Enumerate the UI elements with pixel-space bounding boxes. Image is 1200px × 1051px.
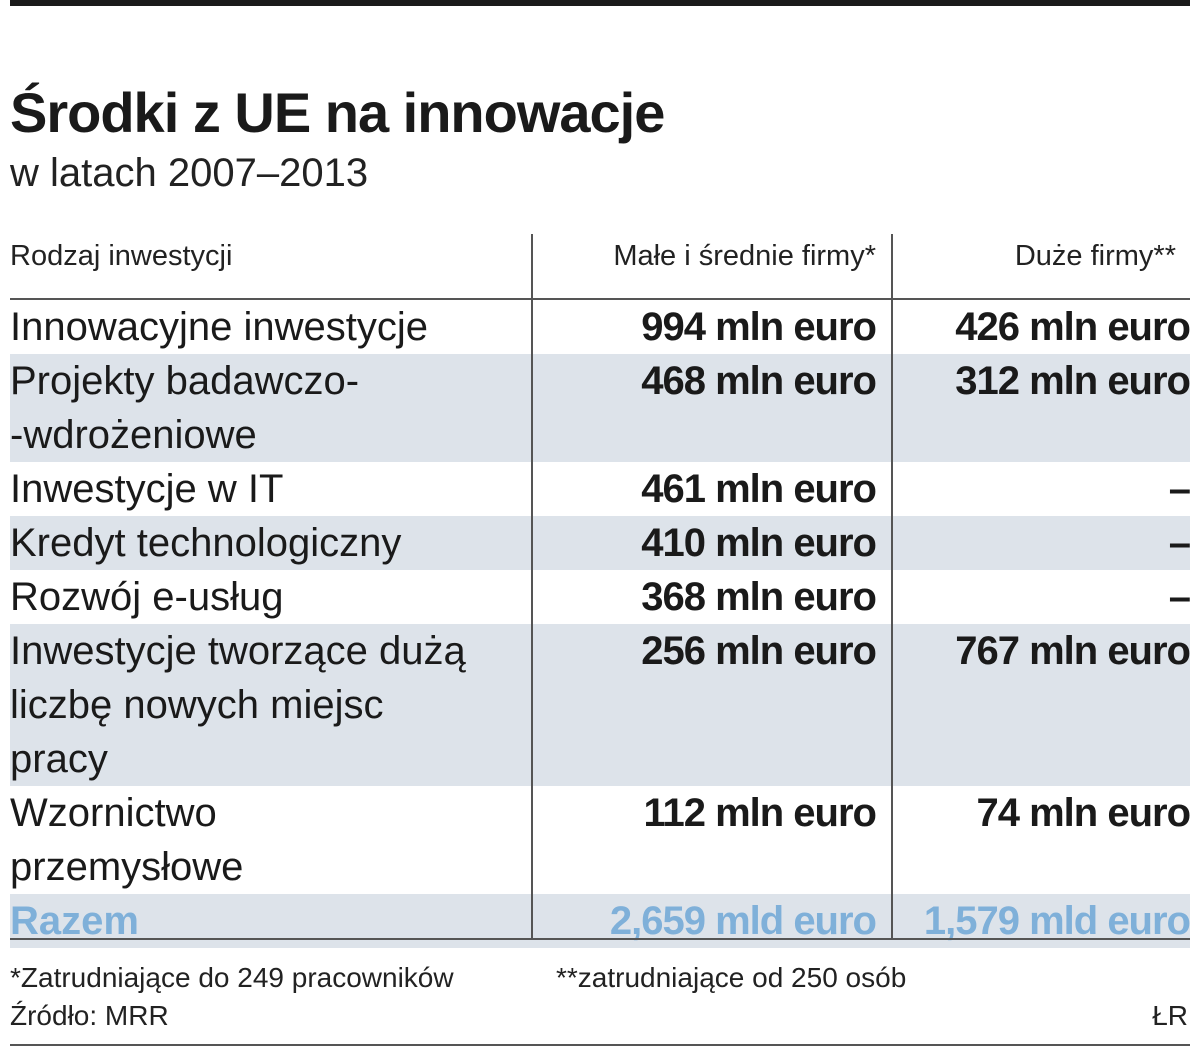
total-label: Razem [10,899,139,943]
row-value-large: 312 mln euro [955,359,1191,403]
row-label: Kredyt technologiczny [10,521,402,565]
row-value-sme: 994 mln euro [641,305,877,349]
table-row: Wzornictwo przemysłowe 112 mln euro 74 m… [10,786,1191,894]
row-label: Rozwój e-usług [10,575,284,619]
row-label: Projekty badawczo- -wdrożeniowe [10,359,360,457]
table-row: Kredyt technologiczny 410 mln euro – [10,516,1191,570]
source-note: Źródło: MRR [10,1000,169,1031]
footnote-large: **zatrudniające od 250 osób [556,962,907,993]
table-header: Rodzaj inwestycji Małe i średnie firmy* … [10,234,1190,300]
row-value-sme: 468 mln euro [641,359,877,403]
chart-title: Środki z UE na innowacje [10,81,665,144]
row-value-large: 767 mln euro [955,629,1191,673]
column-divider [891,234,893,938]
top-rule [10,0,1190,6]
header-investment-type: Rodzaj inwestycji [10,240,233,272]
total-value-sme: 2,659 mld euro [609,899,877,943]
row-value-sme: 410 mln euro [641,521,877,565]
row-value-large: – [1168,575,1191,619]
table-row: Innowacyjne inwestycje 994 mln euro 426 … [10,300,1191,354]
row-value-large: – [1168,521,1191,565]
row-value-large: 426 mln euro [955,305,1191,349]
row-value-sme: 112 mln euro [643,791,877,835]
row-value-sme: 461 mln euro [641,467,877,511]
row-label: Inwestycje w IT [10,467,284,511]
chart-subtitle: w latach 2007–2013 [10,151,369,195]
table-row: Inwestycje w IT 461 mln euro – [10,462,1191,516]
table-bottom-rule [10,938,1190,940]
column-divider [531,234,533,938]
row-value-large: – [1168,467,1191,511]
row-label: Wzornictwo przemysłowe [10,791,244,889]
row-label: Inwestycje tworzące dużą liczbę nowych m… [10,629,466,781]
row-value-large: 74 mln euro [976,791,1191,835]
author-credit: ŁR [1152,1000,1188,1031]
row-value-sme: 256 mln euro [641,629,877,673]
header-sme: Małe i średnie firmy* [613,240,876,272]
total-value-large: 1,579 mld euro [923,899,1191,943]
footnote-sme: *Zatrudniające do 249 pracowników [10,962,454,993]
header-large: Duże firmy** [1014,240,1176,272]
table-row: Inwestycje tworzące dużą liczbę nowych m… [10,624,1191,786]
row-value-sme: 368 mln euro [641,575,877,619]
footer-rule [10,1044,1190,1046]
table-row: Projekty badawczo- -wdrożeniowe 468 mln e… [10,354,1191,462]
data-table: Rodzaj inwestycji Małe i średnie firmy* … [10,234,1191,948]
table-row: Rozwój e-usług 368 mln euro – [10,570,1191,624]
row-label: Innowacyjne inwestycje [10,305,428,349]
